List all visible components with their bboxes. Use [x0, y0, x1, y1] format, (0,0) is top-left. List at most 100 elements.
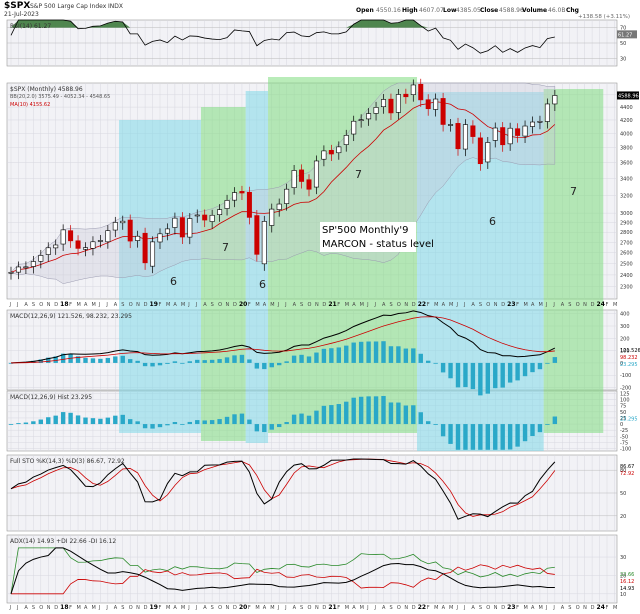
annotation-box — [320, 222, 416, 252]
candle-body — [403, 93, 409, 98]
candle-body — [373, 107, 379, 114]
month-tick-label: M — [270, 302, 274, 308]
candle-body — [246, 191, 252, 218]
candle-body — [433, 98, 439, 110]
month-tick-label: F — [606, 302, 609, 308]
candle-body — [299, 169, 305, 182]
month-tick-label: J — [9, 302, 11, 308]
month-tick-label: O — [486, 605, 490, 611]
month-tick-label: S — [32, 302, 35, 308]
macd-hist-bar — [277, 362, 282, 366]
price-tick-label: 2800 — [620, 230, 633, 236]
candle-body — [60, 229, 66, 245]
macd-hist-bar — [329, 348, 334, 363]
month-tick-label: O — [308, 302, 312, 308]
ma10-line — [10, 101, 556, 273]
hist-bar — [150, 424, 155, 429]
month-tick-label: N — [136, 302, 140, 308]
month-tick-label: A — [561, 302, 565, 308]
month-tick-label: J — [552, 605, 554, 611]
candle-body — [306, 179, 312, 190]
month-tick-label: O — [39, 605, 43, 611]
sto-tick-label: 80 — [620, 468, 626, 474]
candle-body — [127, 219, 133, 242]
month-tick-label: F — [606, 605, 609, 611]
sto-d-line — [10, 458, 556, 517]
macd-hist-bar — [172, 361, 178, 363]
hist-value-tag: 23.295 — [620, 416, 638, 422]
macd-hist-bar — [552, 357, 558, 363]
close-value: 4588.96 — [499, 7, 524, 14]
month-tick-label: J — [545, 605, 547, 611]
month-tick-label: N — [47, 302, 51, 308]
candle-body — [328, 150, 334, 155]
month-tick-label: N — [315, 302, 319, 308]
low-value: 4385.05 — [456, 7, 481, 14]
macd-hist-bar — [239, 354, 245, 363]
candle-body — [45, 247, 51, 255]
month-tick-label: A — [352, 605, 356, 611]
hist-bar — [321, 405, 327, 425]
candle-body — [485, 142, 491, 163]
month-tick-label: A — [114, 302, 118, 308]
hist-bar — [83, 417, 88, 425]
price-tick-label: 3200 — [620, 193, 633, 199]
candle-body — [83, 247, 89, 250]
month-tick-label: M — [91, 302, 95, 308]
month-tick-label: D — [322, 302, 326, 308]
month-tick-label: M — [538, 605, 542, 611]
month-tick-label: S — [389, 605, 392, 611]
hist-bar — [329, 405, 334, 425]
macd-hist-bar — [284, 361, 289, 363]
month-tick-label: A — [531, 302, 535, 308]
hist-tick-label: -25 — [620, 428, 628, 434]
zone-label-5: 6 — [489, 215, 496, 228]
macd-tick-label: 100 — [620, 349, 630, 355]
month-tick-label: J — [16, 302, 18, 308]
candle-body — [477, 137, 483, 165]
macd-hist-bar — [120, 355, 125, 363]
macd-tick-label: 300 — [620, 324, 630, 330]
volume-value: 46.0B — [548, 7, 565, 14]
y-axes: 4600440042004000380036003400320030002900… — [617, 26, 640, 598]
month-tick-label: D — [591, 302, 595, 308]
open-value: 4550.16 — [376, 7, 401, 14]
candle-body — [120, 220, 126, 224]
rsi-tick-label: 70 — [620, 26, 626, 32]
macd-hist-bar — [478, 362, 483, 396]
macd-hist-bar — [165, 362, 170, 364]
candle-body — [224, 200, 230, 209]
month-tick-label: J — [195, 605, 197, 611]
hist-bar — [75, 415, 81, 425]
month-tick-label: J — [456, 605, 458, 611]
rsi-overbought-fill — [11, 20, 555, 28]
month-tick-label: F — [159, 302, 162, 308]
hist-bar — [478, 424, 483, 450]
month-tick-label: J — [284, 302, 286, 308]
month-tick-label: S — [211, 605, 214, 611]
month-tick-label: M — [434, 302, 438, 308]
macd-hist-bar — [105, 357, 111, 363]
annotation-line-2: MARCON - status level — [322, 239, 434, 250]
macd-tick-label: -200 — [620, 386, 631, 392]
month-tick-label: N — [47, 605, 51, 611]
macd-hist-bar — [470, 362, 476, 390]
month-tick-label: M — [524, 605, 528, 611]
hist-bar — [440, 424, 446, 437]
macd-hist-bar — [433, 362, 438, 364]
hist-bar — [344, 401, 349, 425]
hist-bar — [314, 410, 319, 425]
month-tick-label: M — [613, 302, 617, 308]
hist-bar — [396, 402, 401, 425]
macd-hist-bar — [269, 362, 274, 368]
month-tick-label: M — [91, 605, 95, 611]
month-tick-label: M — [449, 605, 453, 611]
month-tick-label: F — [337, 302, 340, 308]
hist-bar — [202, 420, 207, 425]
macd-hist-bar — [83, 357, 88, 363]
symbol-label: $SPX — [4, 1, 30, 11]
signal-line — [10, 316, 555, 364]
month-tick-label: F — [248, 302, 251, 308]
month-tick-label: D — [54, 605, 58, 611]
month-tick-label: J — [98, 605, 100, 611]
